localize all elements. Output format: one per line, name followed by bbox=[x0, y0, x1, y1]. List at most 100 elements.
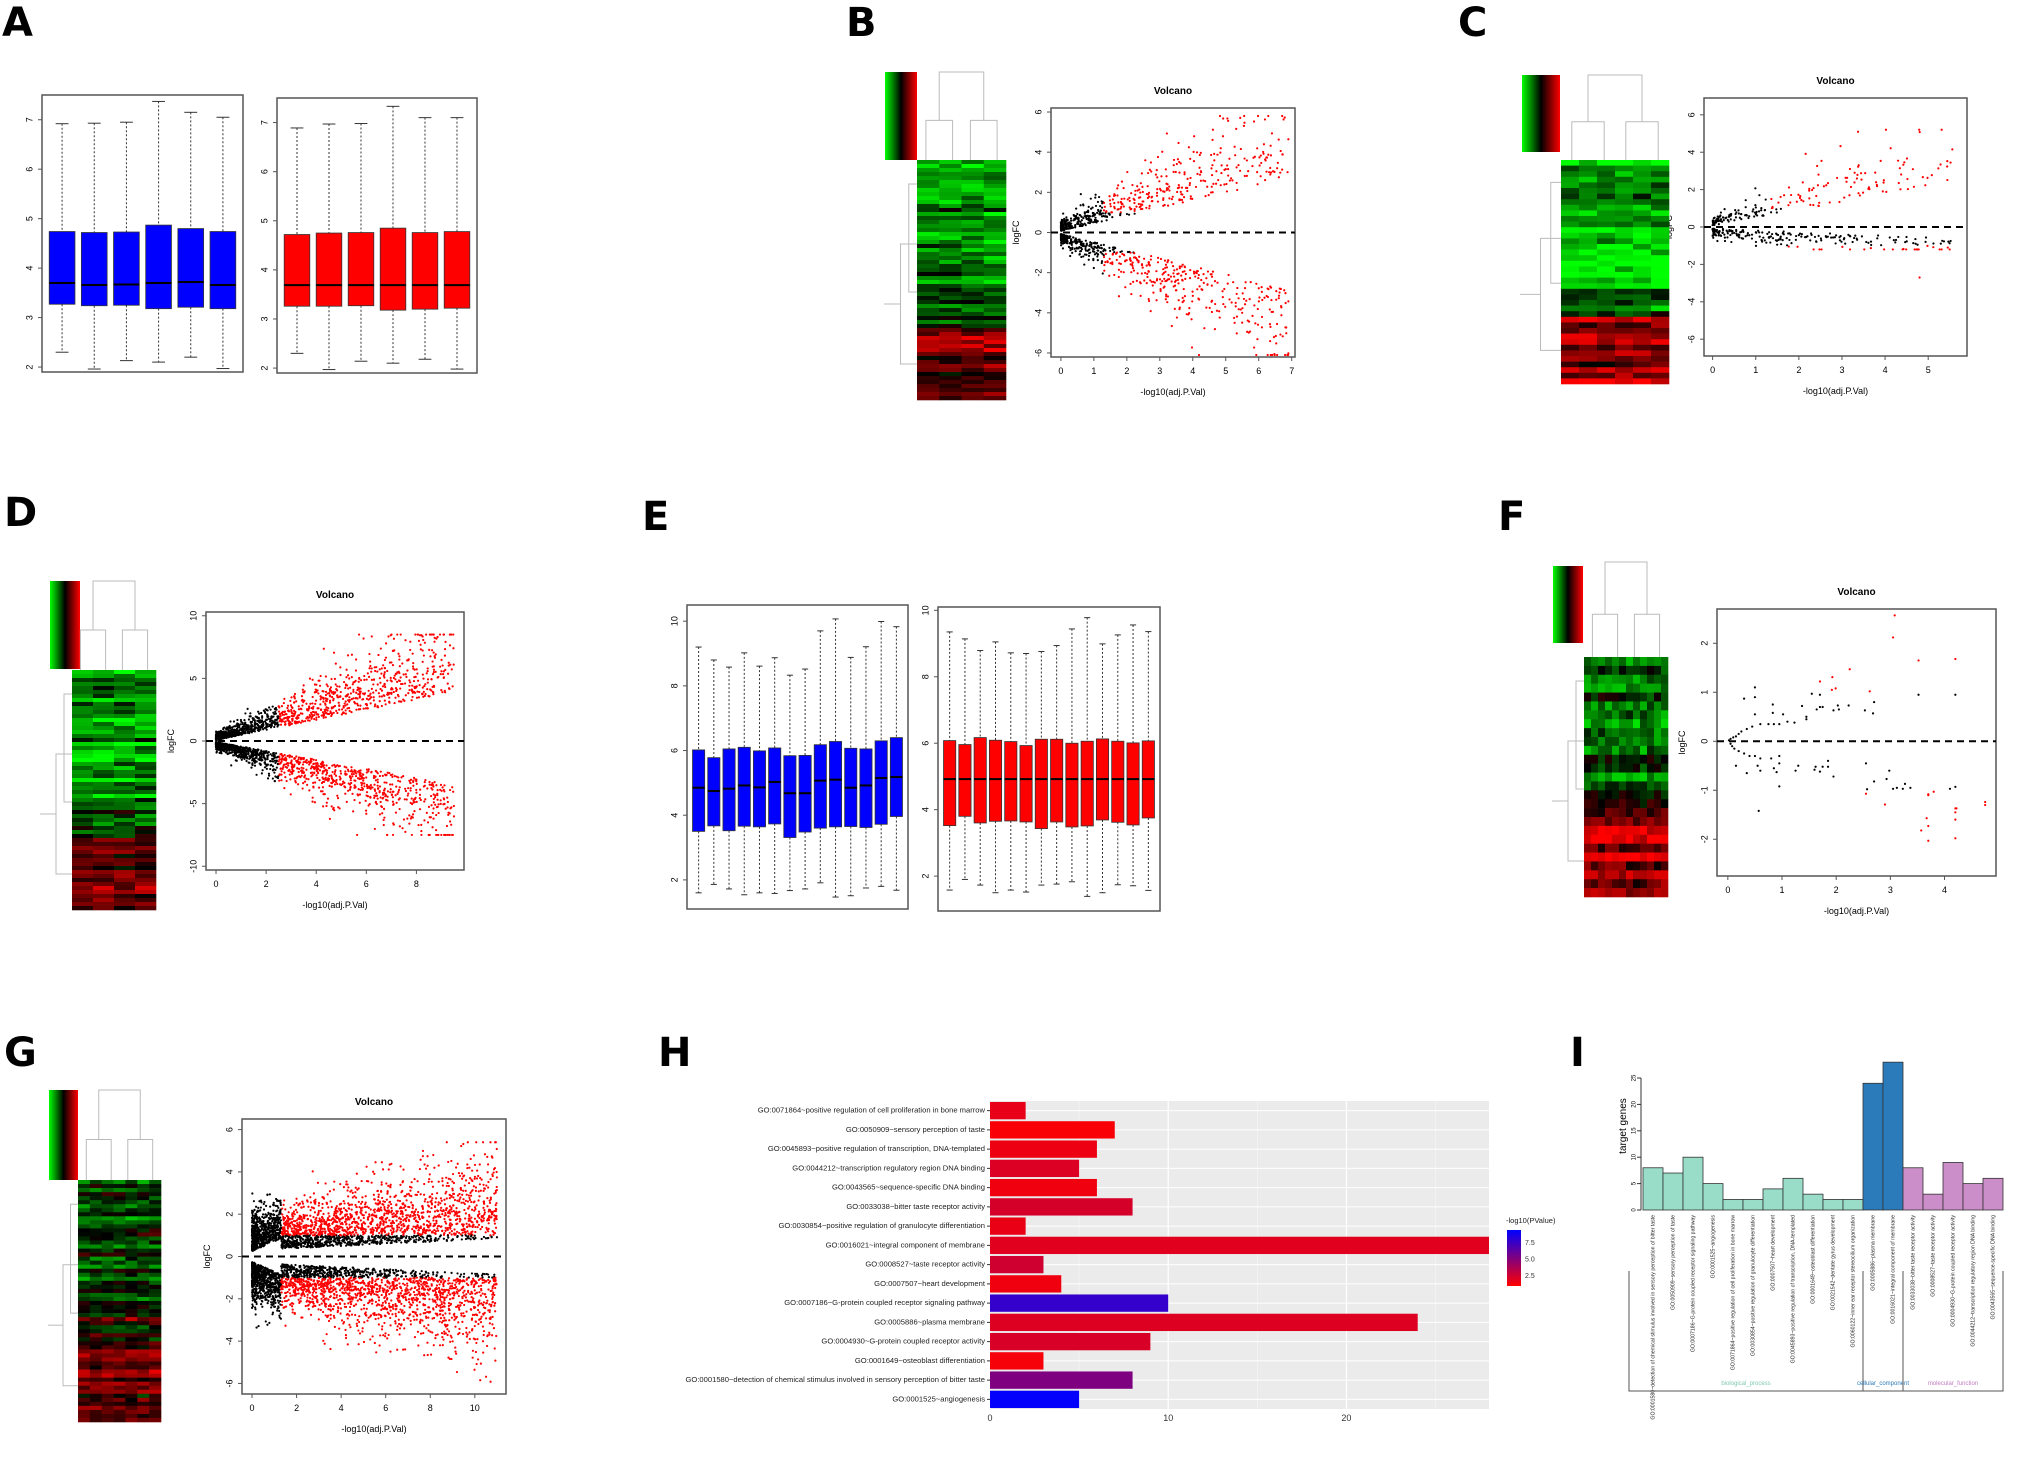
point-significant bbox=[1911, 168, 1914, 171]
point-significant bbox=[384, 656, 388, 659]
y-tick-label: 6 bbox=[1686, 112, 1696, 117]
point bbox=[217, 742, 220, 745]
point bbox=[1771, 703, 1774, 706]
point bbox=[1754, 187, 1757, 190]
point bbox=[229, 720, 232, 723]
point bbox=[271, 721, 275, 725]
point bbox=[263, 766, 267, 769]
point bbox=[1798, 232, 1802, 235]
point-significant bbox=[378, 695, 381, 698]
point bbox=[228, 724, 231, 728]
point bbox=[251, 751, 254, 754]
x-tick-label: 2 bbox=[1834, 885, 1839, 895]
point bbox=[1819, 237, 1823, 240]
point bbox=[1734, 764, 1738, 767]
volcano-title: Volcano bbox=[1154, 86, 1192, 97]
y-tick-label: 1 bbox=[1699, 690, 1709, 695]
y-tick-label: 4 bbox=[24, 266, 34, 271]
point bbox=[255, 773, 258, 776]
point-significant bbox=[1954, 657, 1957, 661]
point-significant bbox=[1172, 164, 1175, 167]
point-significant bbox=[337, 696, 340, 699]
point-significant bbox=[1223, 183, 1226, 186]
point-significant bbox=[370, 687, 373, 690]
point-significant bbox=[1883, 248, 1886, 251]
point-significant bbox=[349, 785, 352, 789]
point-significant bbox=[1225, 190, 1229, 193]
point-significant bbox=[1812, 248, 1815, 251]
point-significant bbox=[443, 790, 446, 793]
point-significant bbox=[312, 705, 315, 708]
point bbox=[264, 726, 268, 729]
point-significant bbox=[423, 641, 426, 644]
point bbox=[266, 777, 270, 780]
point-significant bbox=[1232, 281, 1235, 284]
point-significant bbox=[366, 786, 369, 790]
point bbox=[1924, 236, 1928, 239]
x-tick-label: 0 bbox=[1058, 366, 1063, 376]
point bbox=[221, 737, 225, 740]
point-significant bbox=[1181, 279, 1184, 282]
point bbox=[1917, 693, 1920, 696]
point-significant bbox=[408, 1301, 411, 1304]
point-significant bbox=[405, 675, 408, 678]
point-significant bbox=[1287, 353, 1290, 357]
point-significant bbox=[312, 785, 315, 788]
point-significant bbox=[354, 697, 357, 700]
point-significant bbox=[351, 683, 354, 686]
point-significant bbox=[319, 790, 323, 793]
point-significant bbox=[366, 672, 369, 675]
point-significant bbox=[383, 676, 386, 679]
point-significant bbox=[421, 649, 424, 652]
point bbox=[256, 729, 260, 732]
point-significant bbox=[1179, 162, 1182, 165]
point bbox=[1782, 230, 1785, 233]
point-significant bbox=[1134, 189, 1137, 192]
point-significant bbox=[369, 784, 372, 787]
point-significant bbox=[430, 783, 433, 787]
point-significant bbox=[386, 679, 389, 682]
point-significant bbox=[1150, 170, 1153, 173]
point bbox=[236, 718, 239, 722]
point-significant bbox=[443, 647, 447, 651]
point bbox=[245, 756, 249, 759]
point-significant bbox=[293, 777, 296, 780]
x-tick-label: 4 bbox=[1883, 365, 1888, 375]
point-significant bbox=[361, 782, 364, 785]
point-significant bbox=[1132, 280, 1135, 283]
point-significant bbox=[1145, 192, 1148, 196]
point-significant bbox=[396, 1279, 399, 1282]
point-significant bbox=[280, 753, 283, 756]
points bbox=[250, 1141, 499, 1383]
point bbox=[1716, 218, 1719, 221]
point bbox=[1839, 234, 1842, 238]
point-significant bbox=[309, 759, 312, 762]
point-significant bbox=[433, 640, 436, 643]
point-significant bbox=[389, 791, 392, 794]
point bbox=[1901, 787, 1904, 790]
point-significant bbox=[365, 678, 368, 681]
point-significant bbox=[441, 673, 445, 676]
point bbox=[1800, 704, 1804, 708]
point-significant bbox=[312, 710, 315, 714]
point-significant bbox=[315, 683, 318, 686]
point-significant bbox=[1222, 302, 1225, 306]
point-significant bbox=[349, 777, 353, 780]
point-significant bbox=[1113, 207, 1116, 210]
point bbox=[1060, 244, 1063, 247]
point-significant bbox=[1902, 163, 1905, 166]
point-significant bbox=[282, 764, 285, 767]
point-significant bbox=[1168, 278, 1171, 281]
point-significant bbox=[1245, 299, 1248, 302]
point bbox=[1905, 235, 1908, 239]
point-significant bbox=[437, 811, 440, 815]
point-significant bbox=[1221, 135, 1225, 138]
point-significant bbox=[1857, 165, 1860, 168]
point-significant bbox=[402, 775, 405, 778]
box bbox=[48, 123, 76, 353]
point-significant bbox=[1119, 262, 1123, 265]
point bbox=[240, 755, 243, 758]
point-significant bbox=[409, 789, 412, 792]
point-significant bbox=[311, 800, 314, 803]
